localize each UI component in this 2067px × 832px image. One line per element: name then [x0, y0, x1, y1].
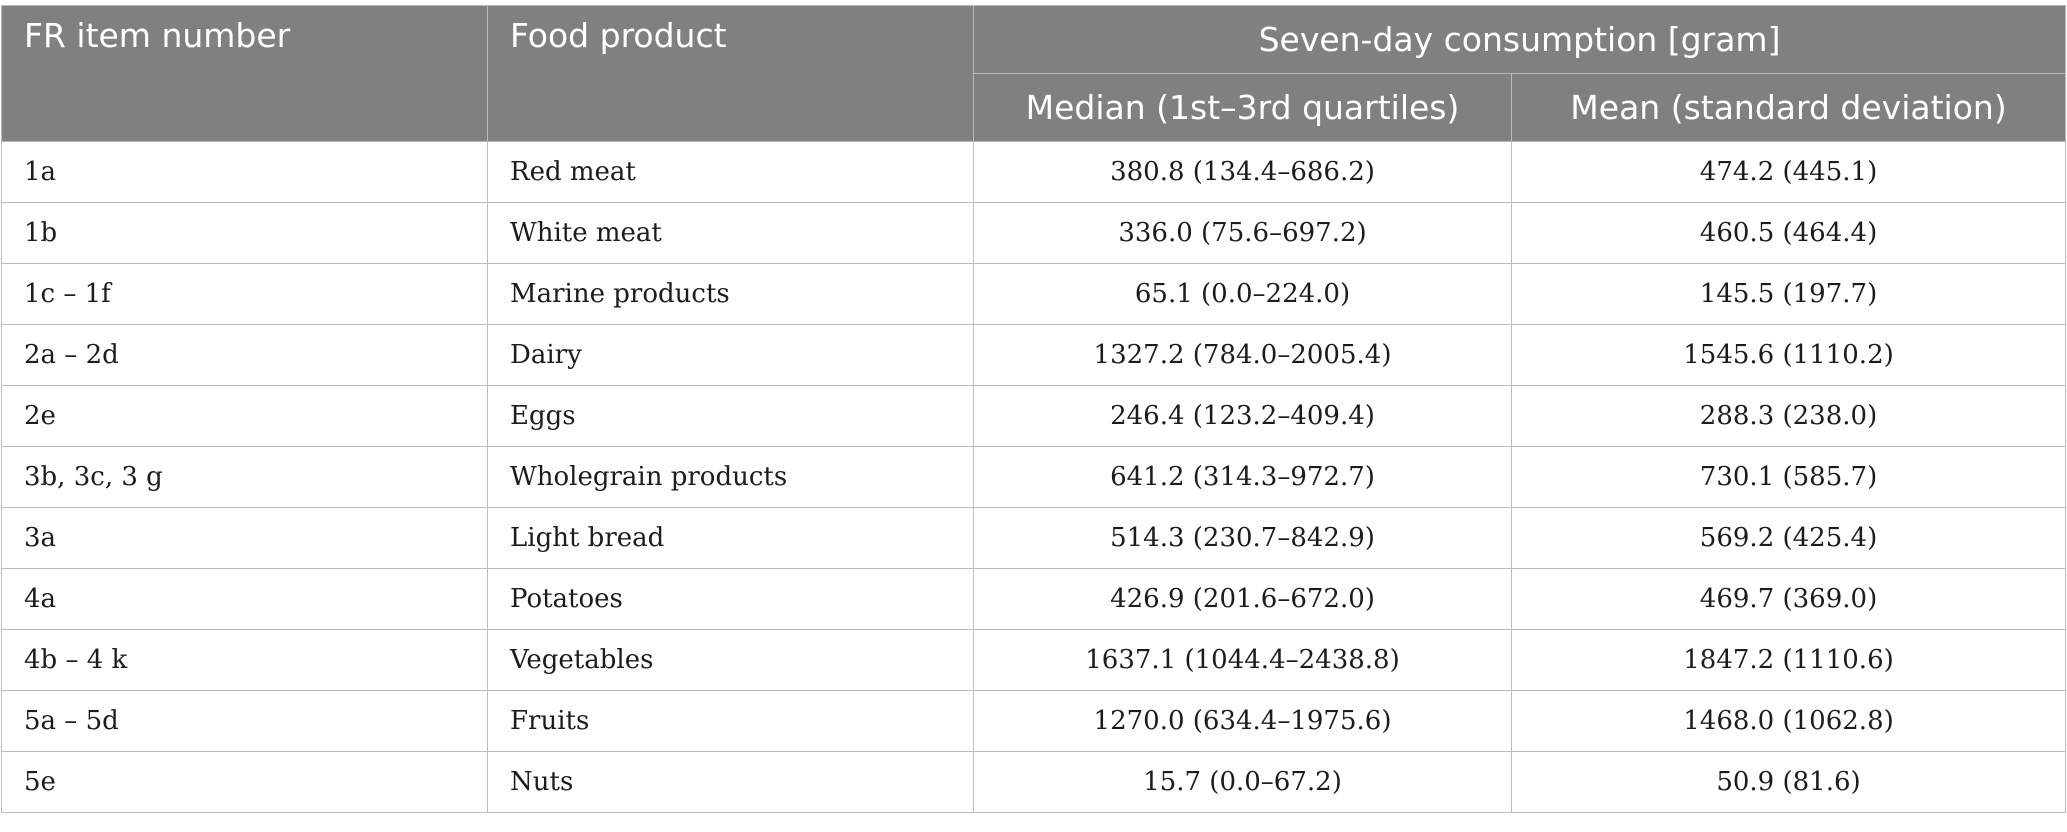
item-number-cell: 2a – 2d — [1, 324, 488, 386]
food-product-cell: Light bread — [487, 507, 974, 569]
item-number-cell: 3b, 3c, 3 g — [1, 446, 488, 508]
mean-cell: 460.5 (464.4) — [1510, 202, 2067, 264]
median-cell: 514.3 (230.7–842.9) — [973, 507, 1512, 569]
table-row: 1a Red meat 380.8 (134.4–686.2) 474.2 (4… — [1, 141, 2067, 203]
item-number-cell: 1b — [1, 202, 488, 264]
food-product-cell: Eggs — [487, 385, 974, 447]
header-seven-day-consumption: Seven-day consumption [gram] — [972, 5, 2067, 74]
mean-cell: 1545.6 (1110.2) — [1510, 324, 2067, 386]
table-row: 3b, 3c, 3 g Wholegrain products 641.2 (3… — [1, 446, 2067, 508]
table-row: 1c – 1f Marine products 65.1 (0.0–224.0)… — [1, 263, 2067, 325]
median-cell: 641.2 (314.3–972.7) — [973, 446, 1512, 508]
header-item-number: FR item number — [1, 5, 488, 142]
median-cell: 426.9 (201.6–672.0) — [973, 568, 1512, 630]
median-cell: 246.4 (123.2–409.4) — [973, 385, 1512, 447]
food-product-cell: Nuts — [487, 751, 974, 813]
table-body: 1a Red meat 380.8 (134.4–686.2) 474.2 (4… — [1, 141, 2067, 813]
mean-cell: 469.7 (369.0) — [1510, 568, 2067, 630]
mean-cell: 145.5 (197.7) — [1510, 263, 2067, 325]
mean-cell: 474.2 (445.1) — [1510, 141, 2067, 203]
table-row: 2a – 2d Dairy 1327.2 (784.0–2005.4) 1545… — [1, 324, 2067, 386]
mean-cell: 730.1 (585.7) — [1510, 446, 2067, 508]
median-cell: 65.1 (0.0–224.0) — [973, 263, 1512, 325]
item-number-cell: 1c – 1f — [1, 263, 488, 325]
table-row: 4b – 4 k Vegetables 1637.1 (1044.4–2438.… — [1, 629, 2067, 691]
item-number-cell: 4b – 4 k — [1, 629, 488, 691]
header-mean: Mean (standard deviation) — [1510, 73, 2067, 142]
food-product-cell: Wholegrain products — [487, 446, 974, 508]
header-food-product: Food product — [487, 5, 974, 142]
mean-cell: 50.9 (81.6) — [1510, 751, 2067, 813]
table-row: 1b White meat 336.0 (75.6–697.2) 460.5 (… — [1, 202, 2067, 264]
food-product-cell: Potatoes — [487, 568, 974, 630]
mean-cell: 1847.2 (1110.6) — [1510, 629, 2067, 691]
item-number-cell: 4a — [1, 568, 488, 630]
median-cell: 1270.0 (634.4–1975.6) — [973, 690, 1512, 752]
header-median: Median (1st–3rd quartiles) — [973, 73, 1512, 142]
median-cell: 380.8 (134.4–686.2) — [973, 141, 1512, 203]
food-product-cell: Marine products — [487, 263, 974, 325]
item-number-cell: 1a — [1, 141, 488, 203]
median-cell: 15.7 (0.0–67.2) — [973, 751, 1512, 813]
item-number-cell: 5e — [1, 751, 488, 813]
food-product-cell: Vegetables — [487, 629, 974, 691]
food-product-cell: Red meat — [487, 141, 974, 203]
median-cell: 1327.2 (784.0–2005.4) — [973, 324, 1512, 386]
consumption-table: FR item number Food product Seven-day co… — [1, 5, 2067, 813]
item-number-cell: 5a – 5d — [1, 690, 488, 752]
food-product-cell: Dairy — [487, 324, 974, 386]
table-row: 5e Nuts 15.7 (0.0–67.2) 50.9 (81.6) — [1, 751, 2067, 813]
table-row: 3a Light bread 514.3 (230.7–842.9) 569.2… — [1, 507, 2067, 569]
mean-cell: 1468.0 (1062.8) — [1510, 690, 2067, 752]
mean-cell: 288.3 (238.0) — [1510, 385, 2067, 447]
table-row: 5a – 5d Fruits 1270.0 (634.4–1975.6) 146… — [1, 690, 2067, 752]
table-row: 4a Potatoes 426.9 (201.6–672.0) 469.7 (3… — [1, 568, 2067, 630]
food-product-cell: Fruits — [487, 690, 974, 752]
item-number-cell: 2e — [1, 385, 488, 447]
table-header: FR item number Food product Seven-day co… — [1, 5, 2067, 142]
mean-cell: 569.2 (425.4) — [1510, 507, 2067, 569]
table-row: 2e Eggs 246.4 (123.2–409.4) 288.3 (238.0… — [1, 385, 2067, 447]
item-number-cell: 3a — [1, 507, 488, 569]
food-product-cell: White meat — [487, 202, 974, 264]
median-cell: 336.0 (75.6–697.2) — [973, 202, 1512, 264]
median-cell: 1637.1 (1044.4–2438.8) — [973, 629, 1512, 691]
